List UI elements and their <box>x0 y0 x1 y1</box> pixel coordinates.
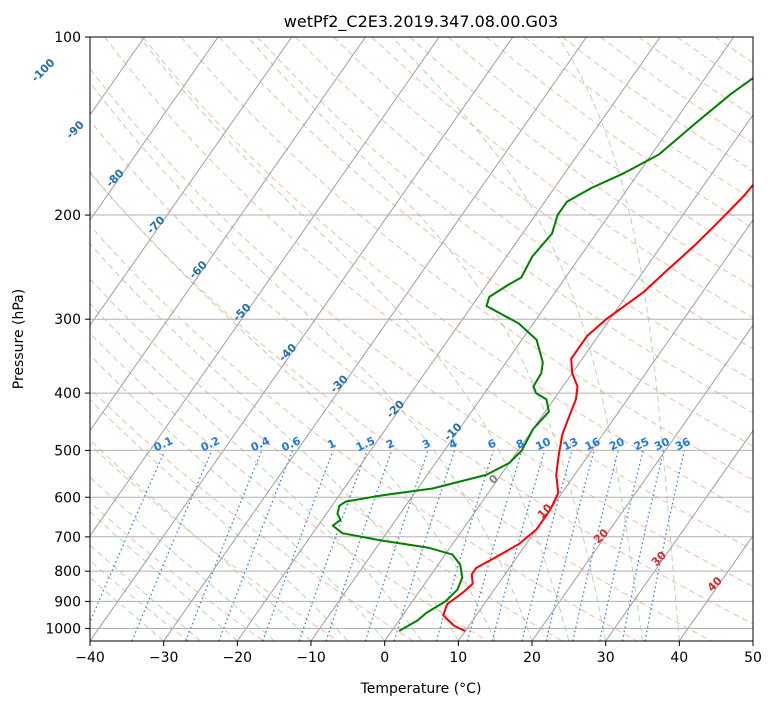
isotherm <box>384 113 753 641</box>
axis-ticks: −40 −30 −20 −10 0 10 20 30 40 50 100 200 300 400 500 60… <box>45 30 762 666</box>
x-axis-label: Temperature (°C) <box>360 681 482 697</box>
mixing-ratio-label: 10 <box>534 435 554 453</box>
dry-adiabat <box>256 37 753 414</box>
dry-adiabat <box>90 119 753 625</box>
mixing-ratio-line <box>393 450 456 641</box>
isotherm <box>90 37 440 537</box>
y-tick-label: 900 <box>54 594 81 610</box>
dry-adiabat <box>371 37 753 319</box>
y-tick-label: 300 <box>54 312 81 328</box>
plot-grid <box>90 37 753 641</box>
x-tick-label: 20 <box>523 650 541 666</box>
mixing-ratio-label: 13 <box>561 435 580 453</box>
y-tick-label: 1000 <box>45 622 81 638</box>
profiles <box>331 76 753 632</box>
dewpoint-profile <box>331 76 753 632</box>
dry-adiabat <box>90 332 488 641</box>
x-tick-label: 0 <box>380 650 389 666</box>
dry-adiabat <box>142 37 753 516</box>
isotherm <box>90 37 219 221</box>
y-tick-label: 600 <box>54 490 81 506</box>
mixing-ratio-label: 36 <box>673 435 693 453</box>
mixing-ratio-line <box>364 450 429 641</box>
moist-adiabat <box>90 511 238 641</box>
y-tick-label: 400 <box>54 386 81 402</box>
moist-adiabat <box>90 243 459 641</box>
x-tick-label: −20 <box>223 650 253 666</box>
y-tick-label: 500 <box>54 443 81 459</box>
mixing-ratio-line <box>621 450 665 641</box>
x-tick-label: 40 <box>670 650 688 666</box>
isotherm <box>163 37 587 641</box>
temperature-profile <box>442 183 753 632</box>
x-tick-label: −10 <box>296 650 326 666</box>
x-tick-label: −40 <box>75 650 105 666</box>
dry-adiabat <box>333 37 753 350</box>
isotherm <box>678 534 753 641</box>
y-tick-label: 700 <box>54 530 81 546</box>
moist-adiabat <box>90 476 275 641</box>
mixing-ratio-line <box>644 450 685 641</box>
mixing-ratio-line <box>466 450 523 641</box>
mixing-ratio-label: 30 <box>652 435 672 453</box>
mixing-ratio-line <box>218 450 294 641</box>
moist-adiabat <box>557 37 680 641</box>
x-tick-label: −30 <box>149 650 179 666</box>
plot-frame <box>89 36 754 642</box>
isotherm <box>90 37 293 327</box>
x-tick-label: 10 <box>449 650 467 666</box>
moist-adiabat <box>90 576 165 641</box>
chart-title: wetPf2_C2E3.2019.347.08.00.G03 <box>284 12 558 32</box>
dry-adiabat <box>90 278 563 641</box>
isotherm <box>457 219 753 641</box>
moist-adiabat <box>90 171 496 641</box>
dry-adiabat <box>90 67 753 588</box>
moist-adiabat <box>90 81 533 641</box>
mixing-ratio-label: 25 <box>632 435 651 453</box>
isotherm <box>90 37 366 432</box>
moist-adiabat <box>90 303 422 641</box>
moist-adiabat <box>139 37 570 641</box>
moist-adiabat <box>247 37 607 641</box>
mixing-ratio-line <box>325 450 393 641</box>
moist-adiabat <box>391 37 643 641</box>
y-tick-label: 100 <box>54 30 81 46</box>
mixing-ratio-label: 16 <box>583 435 603 453</box>
x-tick-label: 30 <box>597 650 615 666</box>
mixing-ratio-line <box>185 450 263 641</box>
isotherm <box>605 429 753 641</box>
dry-adiabat <box>409 37 753 288</box>
isotherm <box>236 37 661 641</box>
isotherm <box>90 37 514 641</box>
x-tick-label: 50 <box>744 650 762 666</box>
y-axis-label: Pressure (hPa) <box>11 289 27 389</box>
y-tick-label: 200 <box>54 208 81 224</box>
mixing-ratio-label: 20 <box>607 435 627 453</box>
moist-adiabat <box>90 544 201 641</box>
dry-adiabat <box>90 224 638 641</box>
y-tick-label: 800 <box>54 564 81 580</box>
moist-adiabat <box>90 354 386 641</box>
isotherm <box>531 324 753 641</box>
dry-adiabat <box>90 172 712 641</box>
mixing-ratio-line <box>599 450 644 641</box>
dry-adiabat <box>295 37 753 382</box>
